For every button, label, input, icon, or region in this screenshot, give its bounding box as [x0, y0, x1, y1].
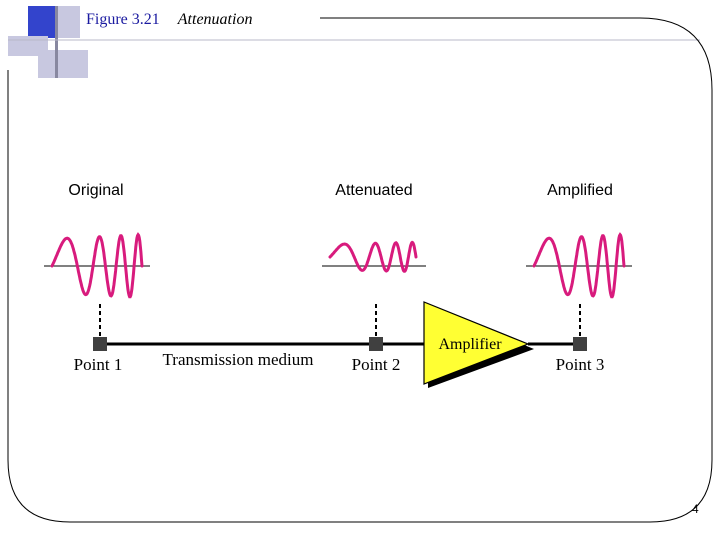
slide-title: Figure 3.21 Attenuation — [86, 11, 252, 29]
signal-wave-amplified — [532, 232, 626, 299]
point-3-label: Point 3 — [556, 355, 605, 374]
signal-wave-attenuated — [328, 240, 418, 273]
point-3-marker — [573, 337, 587, 351]
amplifier-label: Amplifier — [438, 336, 502, 353]
figure-title: Attenuation — [177, 11, 253, 28]
signal-wave-original — [50, 232, 144, 299]
page-number: 4 — [692, 502, 699, 516]
label-amplified: Amplified — [547, 182, 613, 199]
amplifier: Amplifier — [423, 301, 534, 388]
content-border — [7, 17, 713, 523]
label-original: Original — [68, 182, 123, 199]
corner-decoration — [8, 6, 700, 78]
label-attenuated: Attenuated — [335, 182, 412, 199]
amplifier-triangle — [423, 301, 530, 385]
point-1-label: Point 1 — [74, 355, 123, 374]
point-2-marker — [369, 337, 383, 351]
point-2-label: Point 2 — [352, 355, 401, 374]
figure-label: Figure 3.21 — [86, 11, 160, 28]
point-1-marker — [93, 337, 107, 351]
medium-label: Transmission medium — [163, 350, 314, 369]
